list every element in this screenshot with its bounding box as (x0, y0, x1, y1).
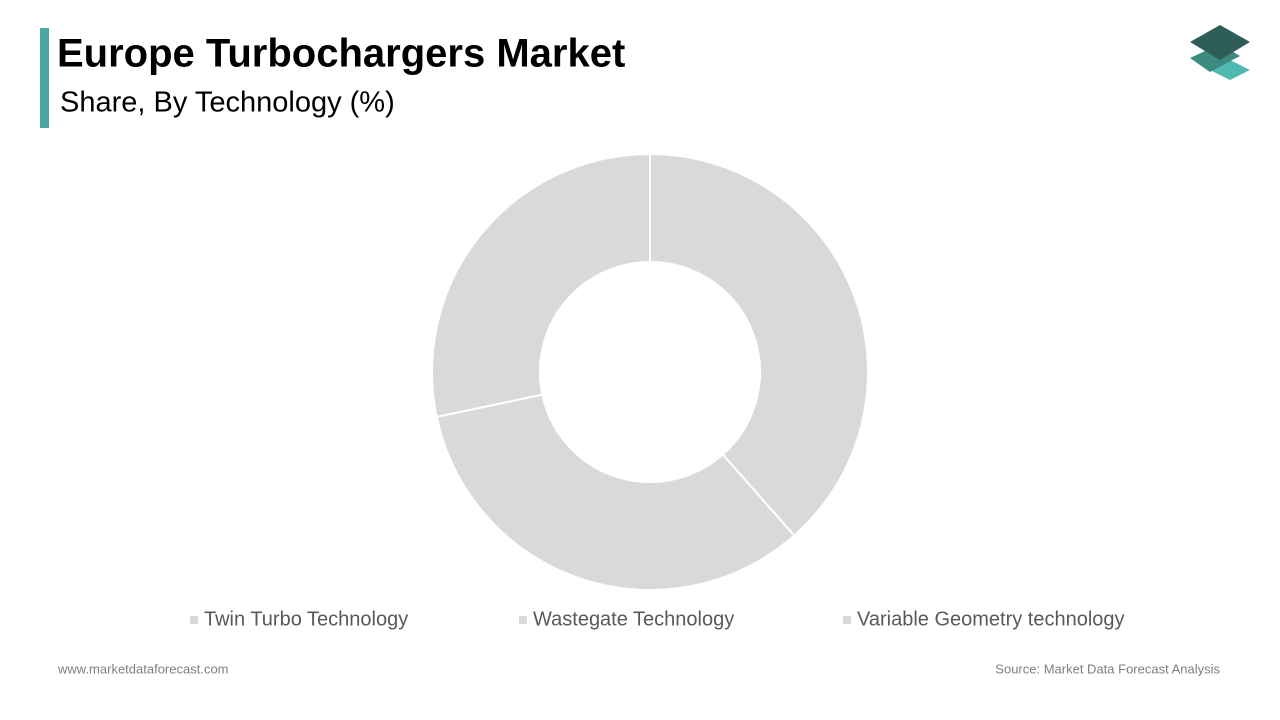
legend-label: Variable Geometry technology (857, 608, 1125, 630)
legend-swatch (843, 616, 851, 624)
footer-website: www.marketdataforecast.com (57, 661, 229, 676)
legend-label: Wastegate Technology (533, 608, 734, 630)
footer-source: Source: Market Data Forecast Analysis (995, 661, 1220, 676)
logo (1190, 25, 1250, 80)
chart-title: Europe Turbochargers Market (57, 32, 625, 76)
chart-subtitle: Share, By Technology (%) (60, 87, 395, 119)
logo-layer (1190, 25, 1250, 60)
donut-chart (431, 152, 869, 591)
legend-swatch (519, 616, 527, 624)
legend-label: Twin Turbo Technology (204, 608, 408, 630)
donut-segment (431, 152, 651, 419)
legend-swatch (190, 616, 198, 624)
legend: Twin Turbo Technology Wastegate Technolog… (190, 608, 1125, 630)
title-accent-bar (40, 28, 49, 128)
donut-segment (649, 152, 869, 537)
donut-segment (435, 393, 796, 591)
